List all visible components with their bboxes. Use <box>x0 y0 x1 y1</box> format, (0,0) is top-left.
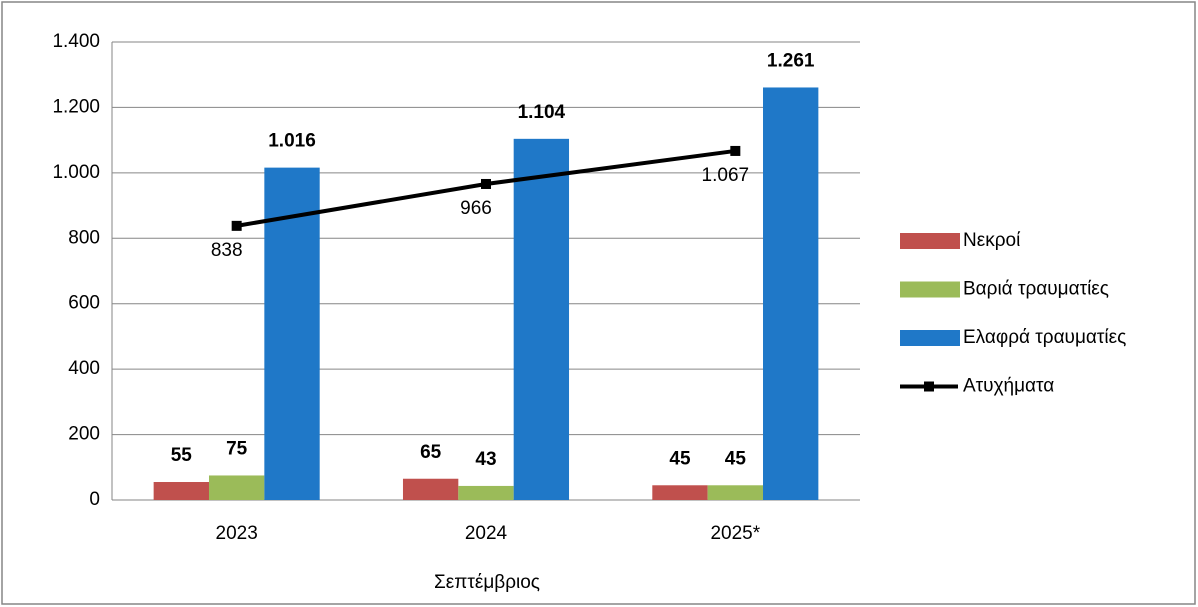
y-tick-label: 1.200 <box>52 96 100 117</box>
line-value-label: 1.067 <box>702 165 750 186</box>
bar-value-label: 45 <box>669 448 691 469</box>
legend-swatch <box>900 233 960 249</box>
bar-value-label: 1.104 <box>518 102 566 123</box>
x-tick-label: 2024 <box>465 523 508 544</box>
bar <box>458 485 514 500</box>
y-tick-label: 800 <box>68 227 100 248</box>
x-tick-label: 2025* <box>710 523 760 544</box>
bar <box>264 167 320 500</box>
bar <box>707 485 764 500</box>
line-marker <box>481 178 491 189</box>
legend-label: Νεκροί <box>963 230 1021 251</box>
line-value-label: 966 <box>460 198 492 219</box>
bar-value-label: 1.016 <box>268 131 316 152</box>
bar-value-label: 45 <box>725 448 747 469</box>
legend-label: Ατυχήματα <box>963 376 1054 397</box>
bar <box>402 478 459 500</box>
legend-label: Ελαφρά τραυματίες <box>963 327 1126 348</box>
line-marker <box>231 220 242 231</box>
bar <box>208 475 265 500</box>
x-axis-label: Σεπτέμβριος <box>434 572 540 593</box>
bar-value-label: 55 <box>171 445 193 466</box>
line-value-label: 838 <box>211 240 243 261</box>
bar <box>153 482 209 500</box>
y-tick-label: 1.000 <box>52 162 100 183</box>
bar <box>763 87 819 501</box>
legend-swatch <box>900 281 960 298</box>
bar-value-label: 1.261 <box>767 50 815 71</box>
legend-label: Βαριά τραυματίες <box>963 279 1109 300</box>
legend-swatch <box>900 330 960 346</box>
legend-marker <box>924 381 934 392</box>
y-tick-label: 0 <box>89 489 100 510</box>
bar-value-label: 75 <box>226 438 248 459</box>
bar-value-label: 43 <box>475 449 496 470</box>
x-tick-label: 2023 <box>216 523 258 544</box>
y-tick-label: 1.400 <box>52 31 100 52</box>
y-tick-label: 400 <box>68 358 100 379</box>
bar <box>652 485 708 500</box>
bar-value-label: 65 <box>420 442 442 463</box>
bar <box>513 138 570 500</box>
y-tick-label: 600 <box>68 293 100 314</box>
y-tick-label: 200 <box>68 424 100 445</box>
line-marker <box>730 145 741 156</box>
